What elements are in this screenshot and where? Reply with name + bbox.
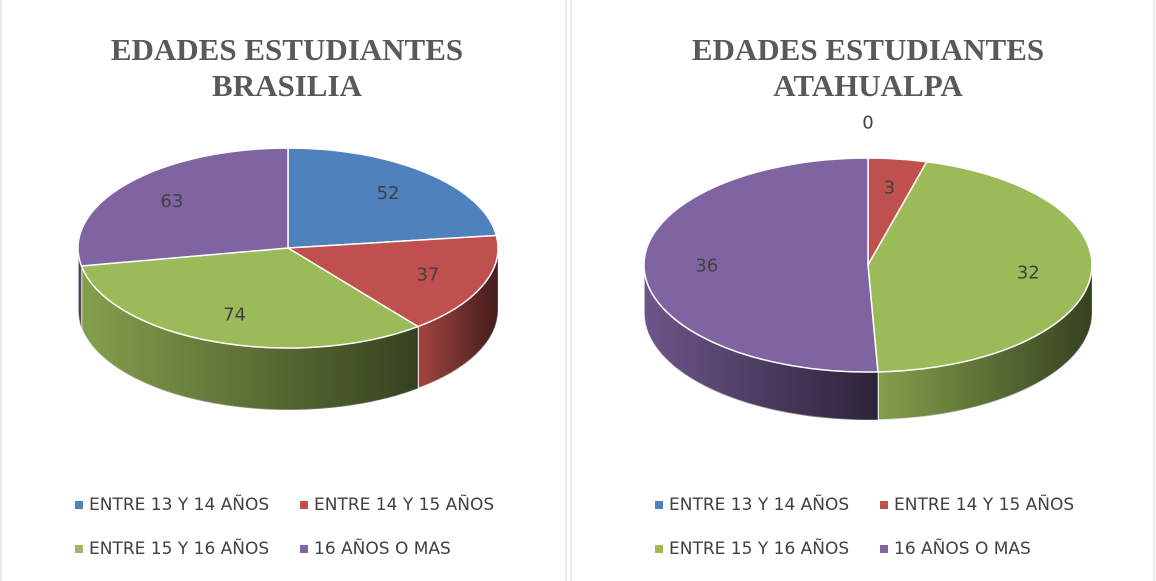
legend-swatch [880, 501, 888, 509]
pie-slice [287, 147, 498, 249]
data-label: 74 [223, 304, 246, 325]
legend-swatch [880, 545, 888, 553]
legend-swatch [655, 501, 663, 509]
data-label: 36 [695, 256, 718, 277]
data-label: 37 [416, 264, 439, 285]
data-label: 3 [884, 178, 895, 199]
legend-label: ENTRE 13 Y 14 AÑOS [669, 493, 849, 515]
chart-title: EDADES ESTUDIANTES BRASILIA [110, 32, 464, 103]
chart-title: EDADES ESTUDIANTES ATAHUALPA [691, 32, 1045, 103]
legend-label: ENTRE 13 Y 14 AÑOS [89, 493, 269, 515]
legend-label: 16 AÑOS O MAS [894, 537, 1031, 559]
data-label: 52 [377, 183, 400, 204]
legend-swatch [300, 501, 308, 509]
pie-side-shade [78, 248, 82, 328]
legend-label: ENTRE 15 Y 16 AÑOS [669, 537, 849, 559]
pie-side-shade [877, 265, 1092, 420]
pie-side-shade [81, 265, 418, 410]
pie-slice [80, 247, 420, 349]
pie-slice [867, 160, 1093, 373]
legend-swatch [655, 545, 663, 553]
legend-label: ENTRE 15 Y 16 AÑOS [89, 537, 269, 559]
legend-swatch [75, 501, 83, 509]
pie-slice [285, 234, 499, 328]
legend-label: 16 AÑOS O MAS [314, 537, 451, 559]
pie-slice [643, 157, 879, 373]
pie-side-shade [417, 248, 498, 389]
legend-swatch [300, 545, 308, 553]
pie-side-shade [644, 265, 878, 420]
legend-label: ENTRE 14 Y 15 AÑOS [314, 493, 494, 515]
data-label: 63 [160, 191, 183, 212]
data-label: 32 [1017, 263, 1040, 284]
pie-slice [77, 147, 289, 267]
legend-swatch [75, 545, 83, 553]
data-label: 0 [862, 112, 873, 133]
legend-label: ENTRE 14 Y 15 AÑOS [894, 493, 1074, 515]
